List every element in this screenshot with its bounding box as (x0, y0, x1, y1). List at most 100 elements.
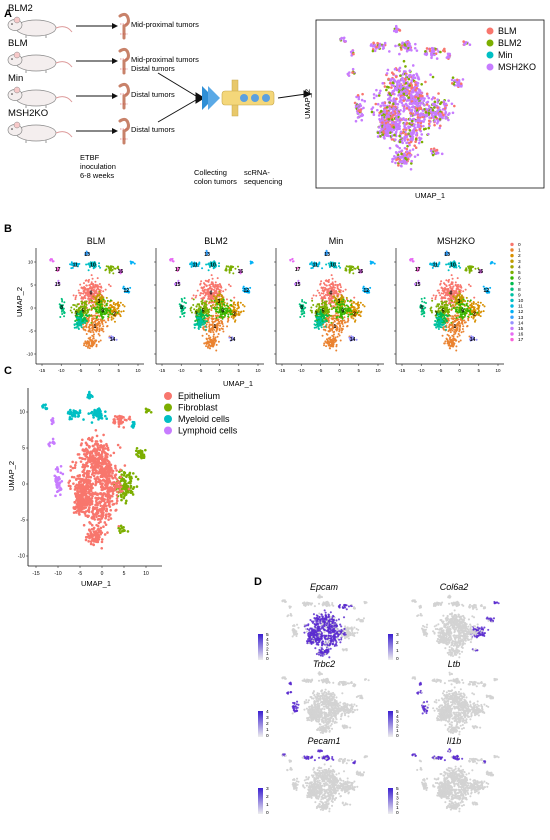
cluster-point (203, 314, 206, 317)
umap-a-point (385, 88, 388, 92)
cluster-point (76, 325, 79, 328)
umap-a-point (391, 81, 395, 84)
x-tick-label: 5 (358, 368, 361, 373)
cluster-point (443, 289, 446, 292)
umap-a-point (408, 118, 412, 121)
umap-a-point (421, 94, 424, 98)
umap-a-point (424, 114, 427, 118)
cluster-point (329, 303, 332, 306)
umap-a-point (415, 129, 418, 132)
legend-label: BLM (498, 26, 517, 36)
cluster-point (224, 307, 227, 310)
cluster-point (336, 322, 339, 325)
umap-a-point (384, 133, 387, 137)
cluster-point (198, 305, 201, 308)
cluster-point (329, 305, 332, 308)
cluster-point (312, 303, 315, 306)
cluster-number-label: 6 (341, 308, 344, 314)
mouse-icon (7, 121, 73, 143)
umap-a-point (427, 111, 431, 115)
cluster-point (325, 320, 328, 323)
cluster-point (338, 262, 341, 265)
cluster-point (203, 283, 206, 286)
cluster-point (96, 328, 99, 331)
cluster-point (85, 332, 88, 335)
x-tick-label: 5 (238, 368, 241, 373)
cluster-point (95, 295, 98, 298)
cluster-point (209, 344, 212, 347)
umap-a-point (408, 84, 411, 87)
cluster-point (181, 300, 184, 303)
cluster-point (218, 322, 221, 325)
umap-a-point (404, 70, 407, 73)
cluster-point (216, 328, 219, 331)
cluster-point (212, 315, 215, 318)
cluster-point (347, 265, 350, 268)
cluster-point (212, 345, 215, 348)
cluster-point (347, 305, 350, 308)
cluster-point (321, 296, 324, 299)
arrow-to-colon (76, 23, 118, 29)
cluster-point (96, 322, 99, 325)
cluster-point (83, 344, 86, 347)
cluster-point (328, 308, 331, 311)
cluster-point (340, 294, 343, 297)
cluster-point (203, 289, 206, 292)
cluster-point (77, 327, 80, 330)
umap-a-point (379, 44, 382, 47)
umap-a-point (394, 75, 398, 79)
umap-a-point (358, 102, 362, 106)
umap-a-point (408, 47, 412, 51)
cluster-point (202, 286, 205, 289)
y-tick-label: 10 (28, 260, 34, 265)
umap-a-point (381, 117, 385, 121)
cluster-point (344, 288, 347, 291)
mouse-label: BLM (8, 38, 28, 49)
cluster-number-label: 11 (313, 263, 319, 269)
cluster-point (82, 321, 85, 324)
umap-a-point (360, 114, 364, 117)
cluster-point (343, 321, 346, 324)
facet-title: Min (329, 236, 344, 246)
umap-a-point (464, 41, 468, 45)
cluster-point (87, 269, 90, 272)
legend-swatch (486, 27, 494, 35)
x-tick-label: 0 (458, 368, 461, 373)
cluster-point (219, 286, 222, 289)
cluster-point (230, 310, 233, 313)
cluster-point (89, 305, 92, 308)
cluster-number-label: 0 (330, 290, 333, 296)
legend-swatch (486, 51, 494, 59)
umap-a-point (408, 122, 411, 125)
cluster-point (312, 294, 315, 297)
umap-a-point (393, 79, 397, 83)
x-tick-label: 0 (338, 368, 341, 373)
umap-a-point (428, 47, 432, 51)
umap-a-point (409, 111, 412, 115)
cluster-point (218, 327, 221, 330)
cluster-point (194, 296, 197, 299)
cluster-point (321, 267, 324, 270)
umap-a-point (346, 72, 350, 76)
cluster-point (440, 280, 443, 283)
cluster-point (62, 307, 65, 310)
umap-a-point (429, 73, 432, 77)
umap-a-point (452, 82, 456, 86)
umap-a-point (395, 158, 398, 162)
umap-a-point (400, 78, 403, 81)
umap-a-point (399, 74, 402, 77)
cluster-point (199, 294, 202, 297)
cluster-point (212, 337, 215, 340)
umap-a-point (397, 126, 401, 129)
cluster-point (214, 291, 217, 294)
cluster-point (299, 316, 302, 319)
cluster-point (315, 294, 318, 297)
cluster-point (319, 324, 322, 327)
umap-a-point (399, 83, 403, 86)
cluster-number-label: 7 (195, 311, 198, 317)
umap-a-point (450, 102, 454, 106)
umap-a-point (408, 102, 412, 106)
